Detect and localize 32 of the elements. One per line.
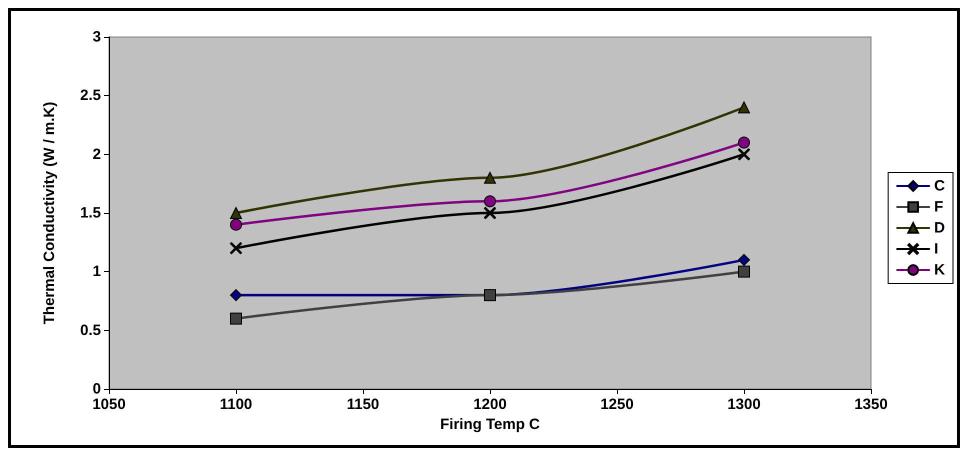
legend-label: C [934,178,946,194]
y-tick-label: 0 [92,380,101,398]
y-tick-label: 2.5 [80,87,101,104]
legend-label: I [934,240,938,258]
x-tick-label: 1150 [346,396,380,413]
x-tick-label: 1200 [473,396,507,413]
y-tick-label: 1.5 [80,204,101,222]
x-axis-title: Firing Temp C [440,416,540,433]
point [230,289,242,302]
y-axis-title: Thermal Conductivity (W / m.K) [41,102,58,324]
legend-label: K [934,262,946,278]
x-tick-label: 1100 [220,396,252,413]
x-tick-label: 1350 [854,396,888,413]
point [738,266,750,278]
point [230,242,242,254]
y-tick-label: 1 [92,263,101,280]
x-tick-label: 1250 [600,396,634,413]
y-tick-label: 0.5 [80,322,101,339]
point [230,207,242,219]
x-tick-label: 1050 [92,396,126,413]
y-tick-label: 2 [92,146,101,163]
point [484,172,496,184]
point [738,254,750,266]
y-tick-label: 3 [92,28,101,46]
legend-label: D [934,220,946,236]
point [738,101,750,114]
point [738,136,750,149]
x-tick-label: 1300 [727,396,761,413]
point [230,218,242,231]
point [230,312,242,325]
point [484,195,496,208]
legend-label: F [934,198,944,216]
